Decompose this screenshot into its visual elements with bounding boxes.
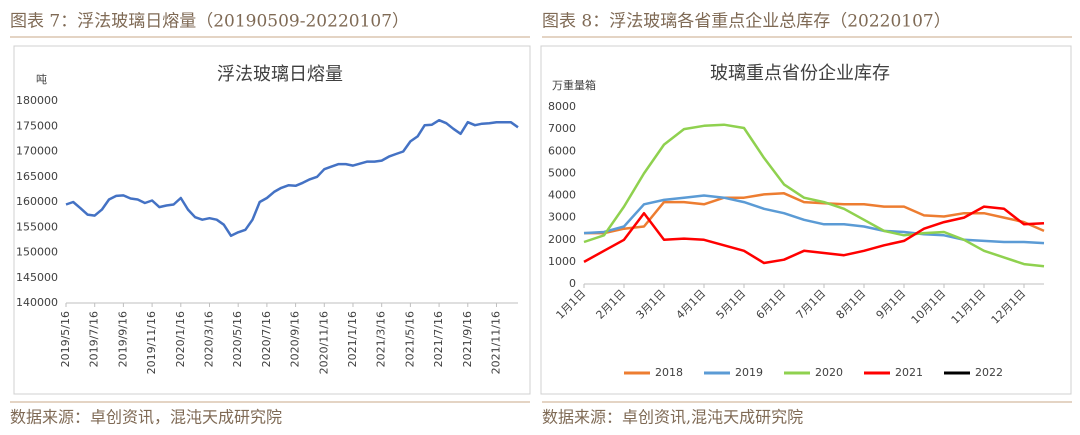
y-tick-label: 4000 <box>548 189 576 202</box>
y-axis-label: 万重量箱 <box>552 78 596 92</box>
x-tick-label: 2020/7/16 <box>260 311 273 367</box>
y-tick-label: 7000 <box>548 122 576 135</box>
x-tick-label: 2020/3/16 <box>202 311 215 367</box>
chart-frame <box>13 45 531 395</box>
legend-label: 2021 <box>895 366 923 379</box>
x-tick-label: 2021/3/16 <box>375 311 388 367</box>
x-tick-label: 2021/1/16 <box>346 311 359 367</box>
chart-title: 玻璃重点省份企业库存 <box>710 63 890 84</box>
y-tick-label: 140000 <box>16 296 58 309</box>
source: 数据来源：卓创资讯，混沌天成研究院 <box>10 408 282 427</box>
y-tick-label: 155000 <box>16 220 58 233</box>
line <box>65 118 519 238</box>
y-tick-label: 175000 <box>16 119 58 132</box>
y-tick-label: 180000 <box>16 94 58 107</box>
y-tick-label: 2000 <box>548 233 576 246</box>
x-tick-label: 2021/9/16 <box>461 311 474 367</box>
y-tick-label: 6000 <box>548 144 576 157</box>
line <box>583 194 1045 245</box>
source: 数据来源：卓创资讯,混沌天成研究院 <box>542 408 803 427</box>
y-tick-label: 8000 <box>548 100 576 113</box>
y-tick-label: 160000 <box>16 195 58 208</box>
legend-label: 2020 <box>815 366 843 379</box>
legend-label: 2019 <box>735 366 763 379</box>
y-tick-label: 170000 <box>16 145 58 158</box>
chart-title: 浮法玻璃日熔量 <box>217 64 343 85</box>
x-tick-label: 2020/11/16 <box>317 311 330 374</box>
legend-label: 2018 <box>655 366 683 379</box>
x-tick-label: 2019/7/16 <box>88 311 101 367</box>
line <box>583 205 1045 265</box>
caption: 图表 8：浮法玻璃各省重点企业总库存（20220107） <box>542 12 951 32</box>
x-tick-label: 2021/11/16 <box>489 311 502 374</box>
x-tick-label: 2020/5/16 <box>231 311 244 367</box>
y-tick-label: 3000 <box>548 211 576 224</box>
caption: 图表 7：浮法玻璃日熔量（20190509-20220107） <box>10 12 409 32</box>
x-tick-label: 2020/9/16 <box>289 311 302 367</box>
x-tick-label: 2019/11/16 <box>145 311 158 374</box>
x-tick-label: 2021/5/16 <box>403 311 416 367</box>
line <box>583 123 1045 268</box>
y-tick-label: 5000 <box>548 166 576 179</box>
x-tick-label: 2019/9/16 <box>116 311 129 367</box>
y-tick-label: 0 <box>569 277 576 290</box>
x-tick-label: 2020/1/16 <box>174 311 187 367</box>
y-tick-label: 165000 <box>16 170 58 183</box>
line <box>584 192 1045 235</box>
y-tick-label: 150000 <box>16 246 58 259</box>
y-tick-label: 145000 <box>16 271 58 284</box>
legend-label: 2022 <box>975 366 1003 379</box>
x-tick-label: 2019/5/16 <box>59 311 72 367</box>
y-tick-label: 1000 <box>548 255 576 268</box>
y-axis-label: 吨 <box>36 73 47 86</box>
x-tick-label: 2021/7/16 <box>432 311 445 367</box>
